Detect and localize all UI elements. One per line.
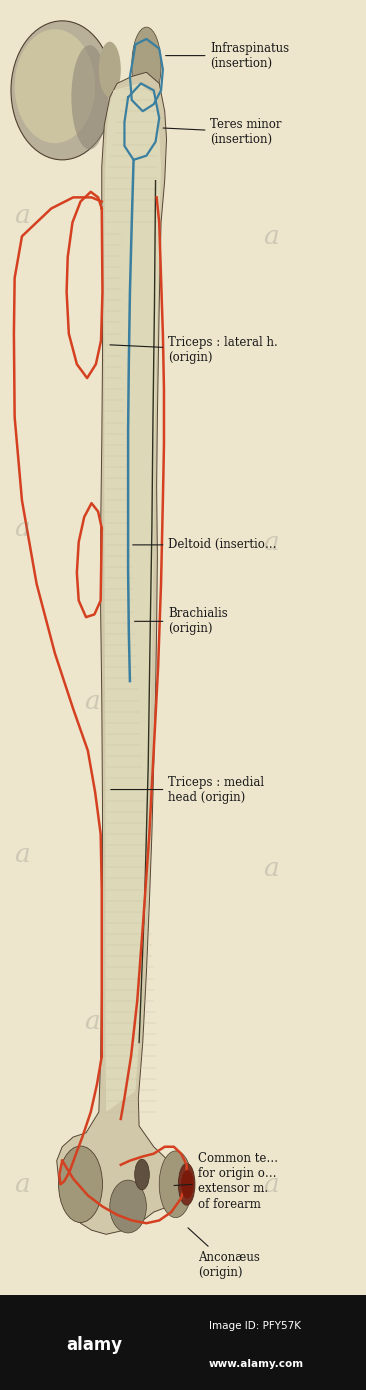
Ellipse shape bbox=[71, 44, 108, 149]
Text: Deltoid (insertio…: Deltoid (insertio… bbox=[133, 538, 277, 552]
Text: Infraspinatus
(insertion): Infraspinatus (insertion) bbox=[166, 42, 290, 70]
Ellipse shape bbox=[15, 29, 95, 143]
Text: a: a bbox=[14, 516, 30, 541]
Text: a: a bbox=[263, 530, 279, 555]
Text: a: a bbox=[263, 856, 279, 881]
Ellipse shape bbox=[135, 1159, 149, 1190]
Ellipse shape bbox=[182, 1170, 193, 1198]
Ellipse shape bbox=[99, 42, 121, 97]
Ellipse shape bbox=[59, 1145, 102, 1223]
Text: a: a bbox=[263, 1172, 279, 1197]
Text: a: a bbox=[14, 203, 30, 228]
Polygon shape bbox=[57, 72, 190, 1234]
Text: a: a bbox=[83, 689, 100, 714]
Text: Triceps : lateral h.
(origin): Triceps : lateral h. (origin) bbox=[110, 336, 278, 364]
Text: Anconæus
(origin): Anconæus (origin) bbox=[188, 1227, 259, 1279]
Text: a: a bbox=[263, 224, 279, 249]
Ellipse shape bbox=[132, 28, 161, 104]
Text: Image ID: PFY57K: Image ID: PFY57K bbox=[209, 1320, 300, 1330]
Text: www.alamy.com: www.alamy.com bbox=[209, 1358, 304, 1369]
FancyBboxPatch shape bbox=[0, 1295, 366, 1390]
Text: Common te…
for origin o…
extensor m.
of forearm: Common te… for origin o… extensor m. of … bbox=[174, 1152, 278, 1211]
Ellipse shape bbox=[179, 1163, 195, 1205]
Text: a: a bbox=[14, 1172, 30, 1197]
Ellipse shape bbox=[159, 1151, 192, 1218]
Ellipse shape bbox=[11, 21, 113, 160]
Ellipse shape bbox=[110, 1180, 146, 1233]
Polygon shape bbox=[104, 83, 161, 1112]
Text: a: a bbox=[14, 842, 30, 867]
Text: a: a bbox=[83, 1009, 100, 1034]
Text: Brachialis
(origin): Brachialis (origin) bbox=[135, 607, 228, 635]
Text: alamy: alamy bbox=[66, 1336, 122, 1354]
Text: Triceps : medial
head (origin): Triceps : medial head (origin) bbox=[111, 776, 265, 803]
Text: Teres minor
(insertion): Teres minor (insertion) bbox=[163, 118, 282, 146]
